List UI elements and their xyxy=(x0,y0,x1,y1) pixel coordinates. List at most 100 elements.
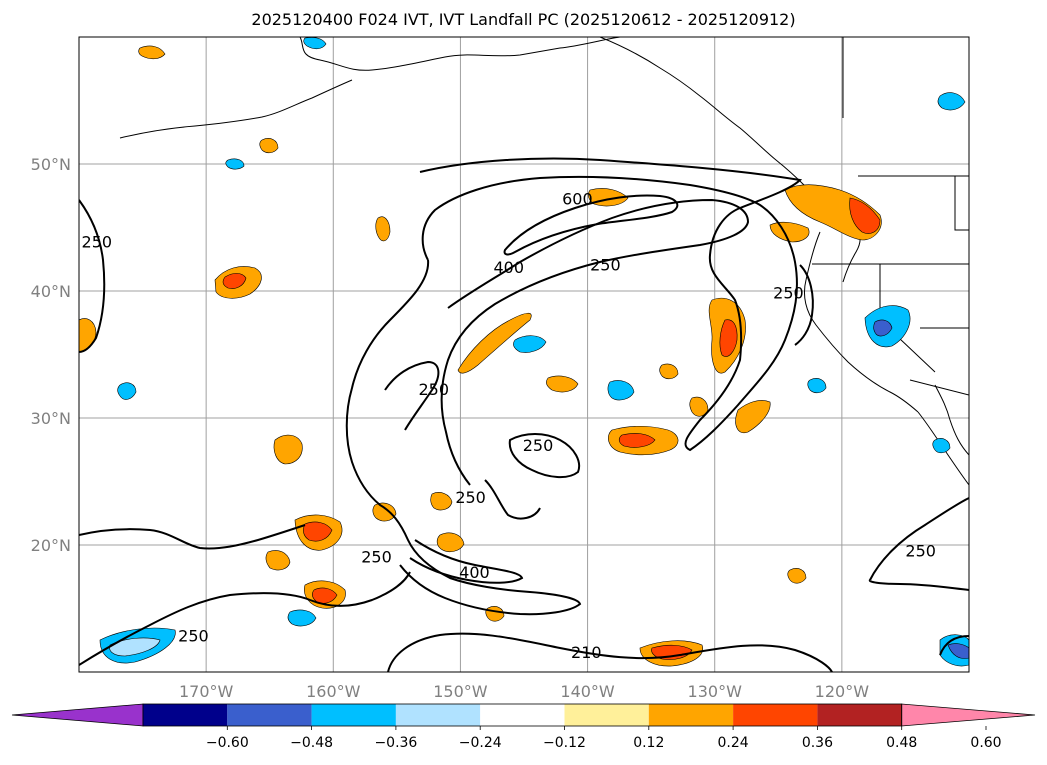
orange-region xyxy=(375,216,391,242)
colorbar-tick-label: 0.36 xyxy=(802,735,833,751)
colorbar-tick-label: 0.48 xyxy=(886,735,917,751)
blue-region xyxy=(807,378,827,394)
ivt-contour-250-west xyxy=(79,199,106,353)
contour-label: 250 xyxy=(455,488,486,507)
colorbar-tick-label: −0.12 xyxy=(543,735,586,751)
orange-region xyxy=(259,138,279,154)
aleutian-chain xyxy=(119,79,353,139)
latitude-labels: 50°N 40°N 30°N 20°N xyxy=(31,155,71,555)
blue-region xyxy=(117,382,137,400)
orange-region xyxy=(689,396,709,417)
contour-label: 250 xyxy=(590,256,621,275)
colorbar-tick-label: −0.24 xyxy=(459,735,502,751)
mexico-border xyxy=(909,379,969,396)
lon-tick-label: 170°W xyxy=(179,682,234,701)
lon-tick-label: 120°W xyxy=(815,682,870,701)
ivt-contours xyxy=(79,157,969,672)
orange-region xyxy=(546,375,579,393)
blue-region xyxy=(607,380,635,401)
orange-region xyxy=(457,312,532,374)
colorbar-tick-label: −0.48 xyxy=(290,735,333,751)
map-frame xyxy=(78,36,970,673)
colorbar-segment xyxy=(817,704,902,726)
orange-region xyxy=(485,606,505,622)
contour-label: 250 xyxy=(82,233,113,252)
red-region xyxy=(312,587,338,604)
orange-region xyxy=(138,45,166,60)
contour-label: 250 xyxy=(361,548,392,567)
ivt-contour-600 xyxy=(503,194,679,256)
negative-pc-regions xyxy=(99,37,969,667)
contour-labels: 250 600 400 250 250 250 250 250 250 400 250 210 250 xyxy=(82,190,936,662)
ivt-contour-250-subtropical xyxy=(508,433,580,478)
ivt-contour-400-south xyxy=(409,539,524,584)
blue-region xyxy=(513,335,547,353)
colorbar: −0.60 −0.48 −0.36 −0.24 −0.12 0.12 0.24 0.36 0.4… xyxy=(11,703,1036,751)
contour-label: 400 xyxy=(493,258,524,277)
colorbar-segment xyxy=(395,704,481,726)
orange-region xyxy=(659,363,679,380)
contour-label: 250 xyxy=(773,284,804,303)
colorbar-segment xyxy=(311,704,396,726)
colorbar-tick-label: −0.60 xyxy=(206,735,249,751)
colorbar-segment xyxy=(143,704,228,726)
lon-tick-label: 140°W xyxy=(560,682,615,701)
contour-label: 250 xyxy=(418,380,449,399)
contour-label: 250 xyxy=(178,626,209,645)
colorbar-tick-label: 0.24 xyxy=(718,735,749,751)
ivt-contour-250-corner xyxy=(939,635,969,656)
contour-label: 250 xyxy=(905,541,936,560)
lat-tick-label: 50°N xyxy=(31,155,71,174)
red-region xyxy=(719,319,738,357)
red-region xyxy=(303,521,333,542)
red-region xyxy=(618,433,656,448)
ivt-contour-250-mid xyxy=(484,479,541,520)
lon-tick-label: 160°W xyxy=(306,682,361,701)
dark-blue-region xyxy=(947,643,969,659)
ivt-contour-210 xyxy=(387,632,833,672)
ivt-contour-250-bay xyxy=(794,264,814,346)
map-title: 2025120400 F024 IVT, IVT Landfall PC (20… xyxy=(251,10,796,29)
colorbar-segment xyxy=(227,704,312,726)
red-region xyxy=(651,644,693,660)
blue-region xyxy=(287,609,317,627)
ivt-contour-400-outer xyxy=(440,198,750,486)
colorbar-frame xyxy=(142,703,903,727)
contour-label: 400 xyxy=(459,563,490,582)
longitude-labels: 170°W 160°W 150°W 140°W 130°W 120°W xyxy=(179,682,869,701)
ivt-contour-250-east-loop xyxy=(868,579,969,591)
colorbar-segment xyxy=(733,704,818,726)
orange-region xyxy=(265,550,291,571)
lon-tick-label: 150°W xyxy=(433,682,488,701)
orange-region xyxy=(430,492,453,511)
map-background xyxy=(79,37,969,672)
lon-tick-label: 130°W xyxy=(688,682,743,701)
ivt-contour-250-south-west xyxy=(79,571,411,666)
positive-pc-regions xyxy=(79,45,882,667)
ivt-contour-250-southwest xyxy=(79,524,306,550)
orange-region xyxy=(787,568,807,584)
blue-region xyxy=(932,438,951,454)
colorbar-extend-low xyxy=(11,703,144,727)
blue-region xyxy=(225,158,245,170)
colorbar-tick-label: 0.60 xyxy=(970,735,1001,751)
red-region xyxy=(222,273,247,289)
colorbar-tick-label: 0.12 xyxy=(633,735,664,751)
orange-region xyxy=(735,400,771,434)
orange-region xyxy=(769,221,810,243)
lat-tick-label: 40°N xyxy=(31,282,71,301)
dark-blue-region xyxy=(873,319,893,337)
red-region xyxy=(849,197,881,234)
light-blue-region xyxy=(109,637,161,657)
colorbar-extend-high xyxy=(901,703,1036,727)
washington-idaho-border xyxy=(954,176,969,231)
ivt-contour-250-inner xyxy=(345,259,582,616)
coastlines xyxy=(119,37,969,486)
political-borders xyxy=(812,37,969,396)
colorbar-segment xyxy=(564,704,649,726)
orange-region xyxy=(273,434,303,465)
orange-region xyxy=(436,532,465,553)
colorbar-segment xyxy=(480,704,565,726)
ivt-contour-250-main xyxy=(419,157,803,452)
